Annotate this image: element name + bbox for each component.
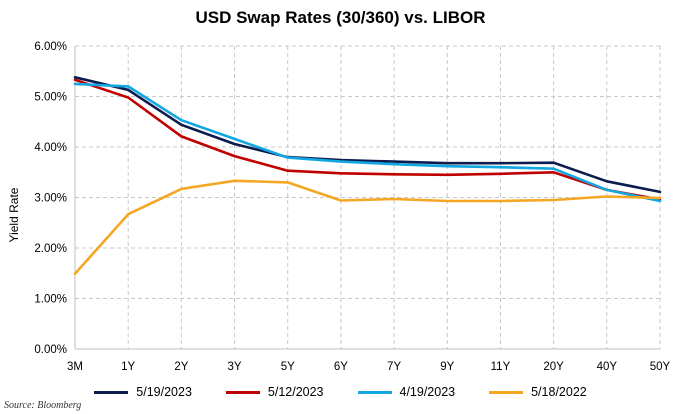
- series-line-5-19-2023: [73, 76, 662, 194]
- x-tick-label: 20Y: [543, 361, 564, 373]
- x-tick-label: 9Y: [440, 361, 454, 373]
- x-tick-label: 6Y: [334, 361, 348, 373]
- x-tick-label: 1Y: [121, 361, 135, 373]
- chart-title: USD Swap Rates (30/360) vs. LIBOR: [195, 8, 486, 27]
- x-tick-label: 3Y: [228, 361, 242, 373]
- legend: 5/19/2023 5/12/2023 4/19/2023 5/18/2022: [0, 385, 681, 399]
- legend-swatch: [94, 390, 129, 394]
- legend-label: 5/12/2023: [267, 385, 324, 399]
- series-line-4-19-2023: [73, 82, 662, 203]
- y-tick-label: 1.00%: [34, 294, 67, 306]
- series-line-5-18-2022: [73, 179, 662, 276]
- gridlines: [75, 45, 661, 349]
- series-lines: [73, 76, 662, 276]
- source-note: Source: Bloomberg: [4, 400, 82, 411]
- x-tick-label: 5Y: [281, 361, 295, 373]
- x-tick-label: 3M: [67, 361, 83, 373]
- legend-swatch: [489, 390, 524, 394]
- y-tick-label: 3.00%: [34, 193, 67, 205]
- legend-swatch: [357, 390, 392, 394]
- y-tick-label: 6.00%: [34, 41, 67, 53]
- y-tick-label: 0.00%: [34, 344, 67, 356]
- x-tick-label: 2Y: [174, 361, 188, 373]
- x-tick-label: 40Y: [597, 361, 618, 373]
- y-tick-label: 5.00%: [34, 92, 67, 104]
- legend-item: 5/12/2023: [225, 385, 324, 399]
- axes: [74, 46, 660, 350]
- x-tick-label: 7Y: [387, 361, 401, 373]
- legend-label: 5/18/2022: [531, 385, 587, 399]
- y-tick-labels: 0.00% 1.00% 2.00% 3.00% 4.00% 5.00% 6.00%: [34, 41, 67, 356]
- legend-label: 5/19/2023: [136, 385, 192, 399]
- legend-item: 4/19/2023: [357, 385, 456, 399]
- y-tick-label: 2.00%: [34, 243, 67, 255]
- legend-item: 5/19/2023: [94, 385, 192, 399]
- legend-item: 5/18/2022: [489, 385, 587, 399]
- x-tick-label: 50Y: [650, 361, 671, 373]
- y-tick-label: 4.00%: [34, 142, 67, 154]
- x-tick-label: 11Y: [491, 361, 511, 373]
- x-tick-labels: 3M 1Y 2Y 3Y 5Y 6Y 7Y 9Y 11Y 20Y 40Y 50Y: [67, 361, 671, 373]
- legend-swatch: [225, 390, 260, 394]
- series-line-5-12-2023: [73, 78, 662, 201]
- line-chart: 0.00% 1.00% 2.00% 3.00% 4.00% 5.00% 6.00% 3M 1Y…: [34, 41, 671, 373]
- legend-label: 4/19/2023: [399, 385, 456, 399]
